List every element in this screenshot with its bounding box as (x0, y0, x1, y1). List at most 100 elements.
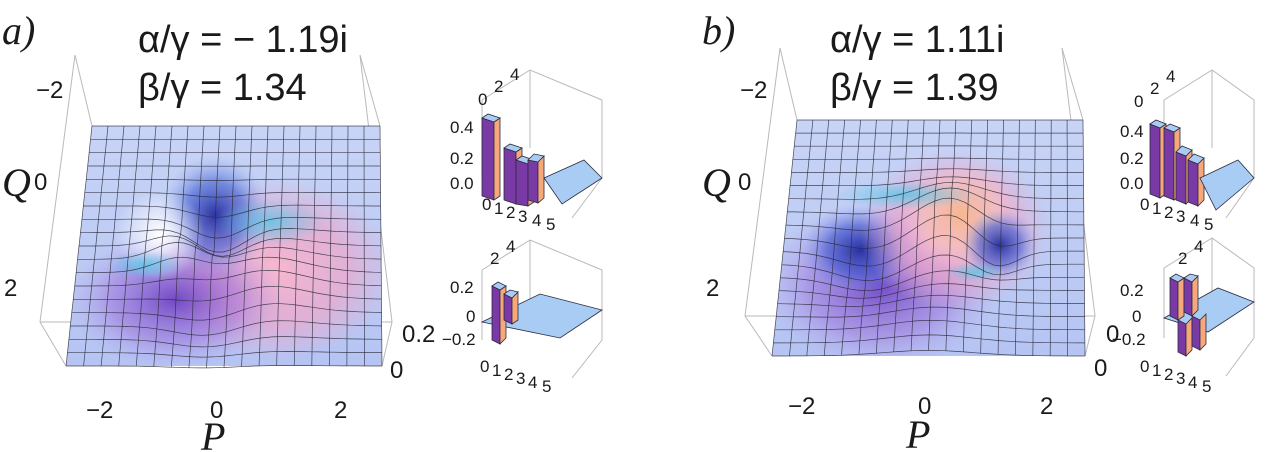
panel-a-beta: β/γ = 1.34 (138, 67, 307, 109)
hist-bottom-tick: 5 (1204, 215, 1213, 234)
panel-b-q-label: Q (702, 160, 731, 205)
hist-y-tick: 0.4 (1120, 122, 1144, 141)
panel-a-label: a) (2, 8, 35, 53)
hist-y-tick: 0.2 (1120, 281, 1144, 300)
panel-a-q-label: Q (2, 160, 31, 205)
hist-bottom-tick: 4 (1188, 373, 1197, 392)
hist-y-tick: 0.2 (450, 278, 474, 297)
hist-bars (1149, 119, 1255, 211)
panel-a-p-label: P (200, 414, 225, 452)
mesh-line (70, 320, 382, 336)
panel-b-surface-mesh (771, 119, 1086, 357)
hist-bottom-tick: 3 (1176, 207, 1185, 226)
hist-bottom-tick: 1 (492, 361, 501, 380)
panel-b-q-tick: 2 (706, 275, 719, 302)
hist-bottom-tick: 1 (1152, 361, 1161, 380)
hist-top-tick: 0 (478, 90, 487, 109)
panel-b-wigner-surface (771, 119, 1086, 357)
panel-b-p-tick: −2 (788, 393, 815, 420)
hist-y-tick: 0.4 (450, 118, 474, 137)
panel-a-q-tick: 0 (34, 169, 47, 196)
hist-bottom-tick: 5 (546, 215, 555, 234)
hist-y-tick: 0.0 (1120, 174, 1144, 193)
hist-top-tick: 0 (1134, 92, 1143, 111)
mesh-line (66, 365, 382, 369)
mesh-line (1066, 120, 1068, 356)
hist-top-tick: 2 (490, 249, 499, 268)
hist-y-tick: 0 (1132, 307, 1141, 326)
hist-bottom-tick: 5 (1202, 377, 1211, 396)
panel-a-lower-histogram: 2 4 0.2 0 −0.2 0 1 2 3 4 5 (442, 237, 603, 396)
hist-bottom-tick: 1 (494, 199, 503, 218)
hist-y-tick: −0.2 (1112, 330, 1146, 349)
mesh-line (1082, 120, 1086, 356)
histogram-frame (481, 239, 603, 379)
panel-a-z-tick: 0.2 (402, 321, 435, 348)
panel-b-p-tick: 2 (1040, 393, 1053, 420)
panel-a-p-tick: 0 (210, 397, 223, 424)
panel-b-q-tick: 0 (738, 169, 751, 196)
hist-y-tick: 0.2 (450, 149, 474, 168)
panel-a-alpha: α/γ = − 1.19i (138, 19, 348, 61)
panel-a-upper-histogram: 0 2 4 0.4 0.2 0.0 0 (450, 65, 603, 234)
hist-bottom-tick: 2 (506, 203, 515, 222)
hist-bottom-ticks: 0 1 2 3 4 5 (482, 195, 555, 234)
panel-b: b) α/γ = 1.11i β/γ = 1.39 (702, 8, 1255, 452)
mesh-line (772, 349, 1085, 357)
mesh-line (776, 306, 1085, 318)
hist-bottom-tick: 3 (1176, 369, 1185, 388)
panel-a-z-tick: 0 (390, 357, 403, 384)
panel-a: a) α/γ = − 1.19i β/γ = 1.34 (2, 8, 603, 452)
panel-a-q-tick: −2 (36, 77, 63, 104)
mesh-line (346, 126, 349, 366)
hist-bottom-tick: 4 (1190, 211, 1199, 230)
hist-bottom-tick: 3 (516, 369, 525, 388)
hist-bottom-tick: 0 (482, 195, 491, 214)
hist-bottom-tick: 0 (1140, 195, 1149, 214)
hist-bottom-tick: 0 (480, 357, 489, 376)
hist-top-tick: 2 (1150, 79, 1159, 98)
histogram-frame (1163, 237, 1255, 377)
panel-b-alpha: α/γ = 1.11i (830, 19, 1004, 61)
hist-bars (1162, 273, 1255, 357)
panel-a-p-tick: 2 (334, 397, 347, 424)
hist-bottom-ticks: 0 1 2 3 4 5 (1140, 195, 1213, 234)
hist-top-tick: 2 (1178, 249, 1187, 268)
hist-bottom-tick: 0 (1140, 357, 1149, 376)
panel-a-p-tick: −2 (86, 397, 113, 424)
mesh-line (68, 336, 382, 348)
panel-a-wigner-surface (65, 125, 383, 369)
mesh-line (774, 319, 1085, 331)
hist-y-tick: 0.2 (1120, 149, 1144, 168)
hist-bottom-tick: 1 (1152, 199, 1161, 218)
hist-bottom-tick: 2 (1164, 365, 1173, 384)
panel-b-p-tick: 0 (918, 393, 931, 420)
hist-bars (481, 113, 603, 207)
panel-b-q-tick: −2 (740, 77, 767, 104)
mesh-line (67, 351, 382, 358)
hist-top-tick: 4 (1166, 67, 1175, 86)
hist-top-tick: 4 (506, 237, 515, 256)
hist-y-tick: 0 (466, 307, 475, 326)
hist-bottom-tick: 4 (532, 211, 541, 230)
panel-a-surface-mesh (65, 125, 383, 369)
mesh-line (379, 125, 383, 367)
hist-y-tick: −0.2 (442, 330, 476, 349)
panel-b-z-tick: 0 (1106, 321, 1119, 348)
hist-bars (480, 281, 603, 345)
hist-bottom-tick: 5 (542, 377, 551, 396)
hist-top-tick: 4 (510, 65, 519, 84)
mesh-line (773, 334, 1085, 344)
hist-bottom-ticks: 0 1 2 3 4 5 (1140, 357, 1211, 396)
mesh-line (1049, 120, 1052, 356)
panel-b-beta: β/γ = 1.39 (830, 67, 999, 109)
panel-b-lower-histogram: 2 4 0.2 0 −0.2 0 1 2 3 (1112, 237, 1255, 396)
panel-b-upper-histogram: 0 2 4 0.4 0.2 0.0 0 (1120, 67, 1255, 234)
panel-a-q-tick: 2 (4, 275, 17, 302)
panel-b-z-tick: 0 (1094, 355, 1107, 382)
hist-bottom-tick: 4 (528, 373, 537, 392)
hist-bottom-tick: 2 (1164, 203, 1173, 222)
hist-bottom-ticks: 0 1 2 3 4 5 (480, 357, 551, 396)
panel-b-p-label: P (905, 412, 930, 452)
